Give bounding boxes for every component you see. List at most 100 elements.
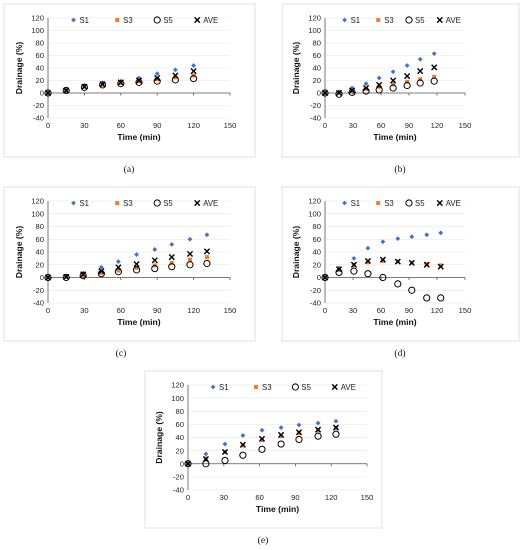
- x-tick-label: 60: [117, 306, 125, 315]
- data-point-ave: [133, 261, 140, 268]
- data-point-s5: [416, 79, 424, 87]
- data-point-s5: [221, 456, 229, 465]
- y-tick-label: 40: [36, 64, 44, 73]
- legend-label-s3: S3: [262, 383, 272, 392]
- data-point-s5: [202, 460, 210, 468]
- data-point-s3: [405, 79, 410, 84]
- data-point-s1: [154, 71, 160, 77]
- y-tick-label: 20: [36, 76, 44, 85]
- data-point-s1: [404, 63, 410, 68]
- x-axis-title: Time (min): [117, 317, 160, 327]
- data-point-ave: [221, 448, 229, 456]
- data-point-s1: [204, 232, 210, 238]
- data-point-s3: [259, 438, 264, 443]
- series-s5: [44, 259, 211, 282]
- data-point-ave: [186, 250, 194, 258]
- x-tick-label: 0: [186, 493, 190, 502]
- x-tick-label: 0: [46, 306, 50, 315]
- data-point-s5: [184, 460, 192, 468]
- data-point-s5: [394, 280, 402, 288]
- y-axis-title: Drainage (%): [14, 226, 24, 279]
- y-tick-label: 60: [313, 51, 321, 60]
- x-tick-label: 30: [80, 306, 88, 315]
- data-point-ave: [44, 274, 52, 281]
- y-tick-label: 100: [308, 26, 321, 35]
- legend-marker-s3: [115, 201, 120, 205]
- data-point-s1: [173, 67, 178, 73]
- legend-marker-s3: [376, 18, 381, 22]
- x-tick-label: 90: [405, 121, 413, 130]
- x-axis-title: Time (min): [373, 132, 416, 142]
- y-tick-label: 100: [31, 209, 44, 218]
- x-tick-label: 30: [220, 493, 228, 502]
- data-point-ave: [258, 435, 266, 442]
- y-tick-label: 120: [31, 197, 44, 206]
- data-point-s3: [173, 75, 178, 80]
- legend-label-s5: S5: [415, 16, 425, 25]
- data-point-s1: [191, 63, 196, 68]
- legend-marker-s5: [405, 16, 413, 24]
- data-point-s5: [168, 263, 176, 271]
- y-tick-label: 120: [171, 381, 184, 390]
- data-point-s3: [365, 260, 370, 265]
- x-tick-label: 30: [80, 121, 88, 130]
- y-axis-title: Drainage (%): [154, 411, 164, 464]
- data-point-ave: [168, 254, 175, 261]
- data-point-s5: [79, 271, 87, 280]
- data-point-ave: [417, 68, 424, 75]
- data-point-s1: [417, 56, 423, 62]
- panel-caption: (d): [394, 348, 405, 359]
- x-axis-title: Time (min): [117, 132, 160, 142]
- x-axis-title: Time (min): [373, 317, 416, 327]
- y-tick-label: -40: [33, 299, 44, 308]
- data-point-s5: [258, 445, 266, 453]
- y-tick-label: 80: [36, 222, 44, 231]
- x-tick-label: 90: [291, 493, 299, 502]
- data-point-ave: [81, 83, 88, 90]
- data-point-ave: [335, 89, 343, 97]
- legend-marker-s5: [153, 199, 161, 207]
- data-point-s1: [296, 422, 302, 428]
- legend-marker-ave-icon: [436, 16, 443, 24]
- data-point-ave: [394, 258, 401, 265]
- data-point-s5: [350, 267, 358, 275]
- data-point-s5: [403, 81, 411, 90]
- legend-marker-ave-icon: [331, 383, 338, 391]
- data-point-ave: [239, 441, 246, 448]
- data-point-s5: [132, 266, 141, 274]
- legend-marker-s1: [71, 17, 76, 23]
- y-tick-label: 0: [180, 459, 184, 468]
- data-point-ave: [277, 431, 285, 438]
- series-s5: [184, 430, 340, 468]
- data-point-ave: [295, 429, 303, 436]
- data-point-s5: [62, 273, 70, 282]
- series-ave: [184, 424, 340, 467]
- legend-label-ave: AVE: [203, 199, 218, 208]
- x-tick-label: 150: [459, 306, 472, 315]
- y-tick-label: 60: [176, 420, 184, 429]
- y-tick-label: 60: [36, 235, 44, 244]
- panel-caption: (a): [124, 164, 135, 175]
- data-point-ave: [98, 268, 105, 275]
- data-point-s5: [364, 270, 372, 278]
- y-tick-label: 120: [308, 14, 321, 23]
- data-point-s3: [169, 260, 174, 265]
- data-point-ave: [364, 257, 372, 265]
- legend-label-s5: S5: [163, 199, 173, 208]
- panel-caption: (c): [116, 348, 127, 359]
- y-axis-title: Drainage (%): [291, 226, 301, 279]
- data-point-s1: [336, 89, 342, 95]
- x-tick-label: 150: [459, 121, 472, 130]
- data-point-ave: [376, 81, 383, 88]
- data-point-ave: [404, 73, 411, 80]
- legend: S1 S3 S5 AVE: [342, 16, 461, 25]
- data-point-s1: [336, 265, 342, 271]
- x-tick-label: 0: [323, 121, 327, 130]
- y-tick-label: 0: [40, 273, 44, 282]
- data-point-ave: [321, 89, 329, 97]
- y-tick-label: -20: [33, 101, 44, 110]
- data-point-s5: [348, 88, 356, 96]
- data-point-s5: [99, 81, 107, 89]
- data-point-s5: [430, 77, 438, 85]
- x-tick-label: 60: [117, 121, 125, 130]
